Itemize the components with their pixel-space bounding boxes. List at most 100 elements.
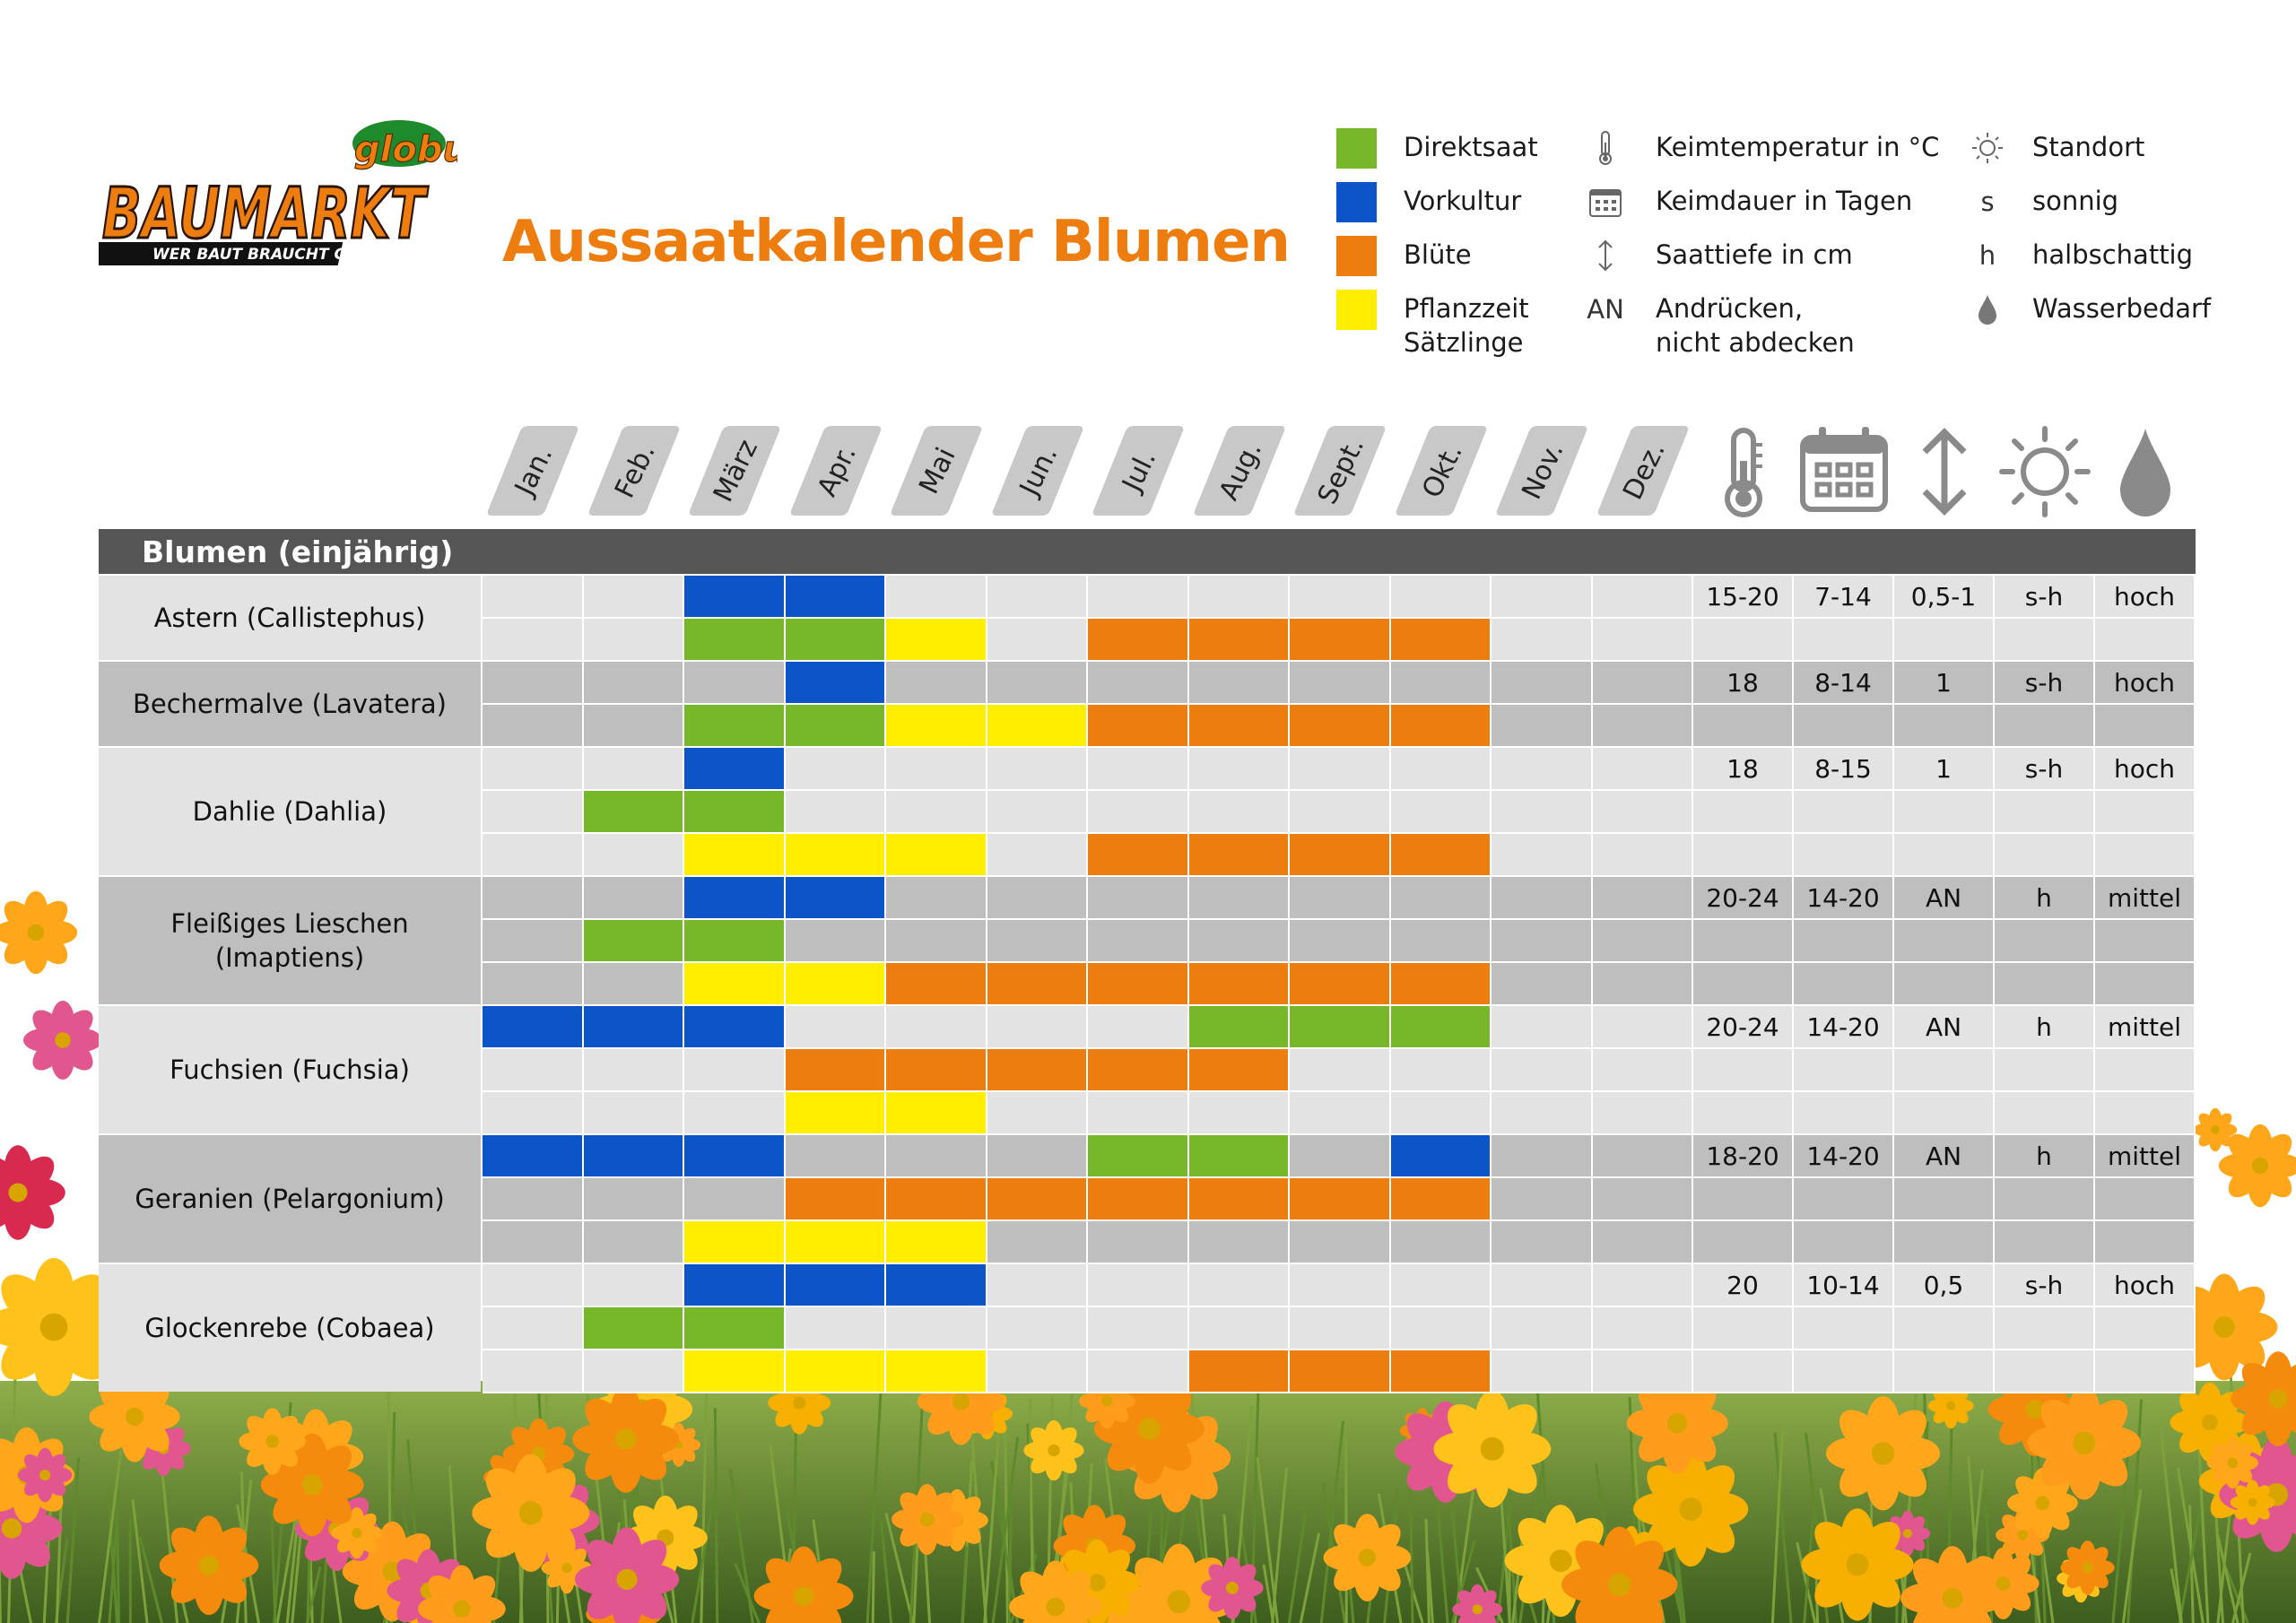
legend-swatch-vorkultur bbox=[1336, 182, 1377, 222]
baumarkt-logo[interactable]: WER BAUT BRAUCHT GLOBUS globus BAUMARKT bbox=[99, 117, 457, 273]
parameter-cell bbox=[1794, 834, 1894, 877]
plant-name: Astern (Callistephus) bbox=[99, 576, 481, 660]
parameter-cell bbox=[1794, 1307, 1894, 1350]
month-header: Aug. bbox=[1191, 426, 1286, 516]
parameter-cell: 18-20 bbox=[1693, 1135, 1794, 1178]
month-cell bbox=[987, 834, 1088, 877]
month-cell bbox=[483, 963, 584, 1006]
month-cell bbox=[987, 576, 1088, 619]
parameter-cell: 1 bbox=[1894, 748, 1995, 791]
parameter-cell bbox=[2095, 834, 2196, 877]
month-cell bbox=[1088, 1264, 1189, 1307]
month-cell bbox=[1290, 705, 1391, 748]
legend-label: Blüte bbox=[1404, 239, 1472, 270]
month-cell bbox=[1390, 1221, 1492, 1264]
parameter-cell bbox=[1693, 1178, 1794, 1221]
parameter-cell bbox=[2095, 963, 2196, 1006]
parameter-cell: 0,5-1 bbox=[1894, 576, 1995, 619]
parameter-cell: hoch bbox=[2095, 576, 2196, 619]
parameter-cell bbox=[1794, 1092, 1894, 1135]
month-cell bbox=[684, 1049, 786, 1092]
parameter-cell bbox=[2095, 1350, 2196, 1393]
parameter-cell bbox=[1995, 619, 2095, 662]
parameter-cell bbox=[1894, 619, 1995, 662]
month-cell bbox=[1188, 877, 1290, 920]
parameter-cell bbox=[1995, 1049, 2095, 1092]
month-cell bbox=[1492, 1178, 1593, 1221]
month-header: Jan. bbox=[484, 426, 580, 516]
parameter-cell bbox=[1693, 920, 1794, 963]
month-cell bbox=[1088, 576, 1189, 619]
month-cell bbox=[483, 748, 584, 791]
plant-name: Fleißiges Lieschen (Imaptiens) bbox=[99, 877, 481, 1004]
month-cell bbox=[1492, 619, 1593, 662]
month-cell bbox=[1188, 1092, 1290, 1135]
month-cell bbox=[1592, 1350, 1693, 1393]
month-cell bbox=[684, 1221, 786, 1264]
month-cell bbox=[1088, 1350, 1189, 1393]
month-cell bbox=[1390, 748, 1492, 791]
month-cell bbox=[583, 576, 684, 619]
parameter-cell bbox=[1995, 791, 2095, 834]
month-cell bbox=[1492, 1350, 1593, 1393]
month-cell bbox=[1088, 1221, 1189, 1264]
month-cell bbox=[785, 1178, 886, 1221]
legend-label: halbschattig bbox=[2032, 239, 2194, 270]
month-cell bbox=[483, 1092, 584, 1135]
calendar-icon bbox=[1587, 184, 1623, 220]
month-header: Okt. bbox=[1393, 426, 1488, 516]
month-cell bbox=[1390, 662, 1492, 705]
month-cell bbox=[1492, 1264, 1593, 1307]
month-cell bbox=[583, 1092, 684, 1135]
month-cell bbox=[886, 1221, 987, 1264]
parameter-cell bbox=[2095, 1221, 2196, 1264]
legend-label: Direktsaat bbox=[1404, 132, 1538, 162]
month-cell bbox=[583, 1221, 684, 1264]
month-cell bbox=[886, 1135, 987, 1178]
parameter-cell bbox=[1995, 920, 2095, 963]
month-cell bbox=[1188, 705, 1290, 748]
month-cell bbox=[1290, 1264, 1391, 1307]
plant-name: Bechermalve (Lavatera) bbox=[99, 662, 481, 746]
parameter-cell: AN bbox=[1894, 1135, 1995, 1178]
month-cell bbox=[1390, 1264, 1492, 1307]
legend-label: sonnig bbox=[2032, 186, 2119, 216]
month-cell bbox=[1492, 576, 1593, 619]
month-cell bbox=[684, 1307, 786, 1350]
month-cell bbox=[483, 705, 584, 748]
parameter-cell bbox=[1794, 705, 1894, 748]
month-cell bbox=[987, 1221, 1088, 1264]
month-cell bbox=[886, 1350, 987, 1393]
month-cell bbox=[1592, 748, 1693, 791]
month-cell bbox=[483, 1264, 584, 1307]
month-cell bbox=[1188, 963, 1290, 1006]
month-cell bbox=[684, 748, 786, 791]
parameter-cell bbox=[1693, 1350, 1794, 1393]
month-cell bbox=[583, 963, 684, 1006]
parameter-cell: s-h bbox=[1995, 748, 2095, 791]
parameter-cell bbox=[1794, 619, 1894, 662]
month-header: Mai bbox=[888, 426, 984, 516]
depth-arrow-icon bbox=[1922, 428, 1967, 516]
plant-name: Glockenrebe (Cobaea) bbox=[99, 1264, 481, 1392]
parameter-cell bbox=[1794, 791, 1894, 834]
month-cell bbox=[785, 1307, 886, 1350]
legend-label: Standort bbox=[2032, 132, 2145, 162]
month-cell bbox=[1188, 1350, 1290, 1393]
month-cell bbox=[886, 920, 987, 963]
month-cell bbox=[1592, 1049, 1693, 1092]
month-cell bbox=[483, 791, 584, 834]
parameter-cell: mittel bbox=[2095, 1006, 2196, 1049]
month-cell bbox=[1492, 705, 1593, 748]
month-cell bbox=[483, 1135, 584, 1178]
legend-symbol: AN bbox=[1587, 294, 1624, 325]
month-cell bbox=[1390, 1178, 1492, 1221]
water-drop-icon bbox=[1970, 291, 2005, 327]
month-cell bbox=[886, 963, 987, 1006]
month-cell bbox=[1290, 1178, 1391, 1221]
legend-swatch-pflanzzeit bbox=[1336, 290, 1377, 330]
parameter-cell bbox=[2095, 1092, 2196, 1135]
month-cell bbox=[1188, 1307, 1290, 1350]
month-cell bbox=[1592, 1307, 1693, 1350]
month-cell bbox=[987, 1307, 1088, 1350]
